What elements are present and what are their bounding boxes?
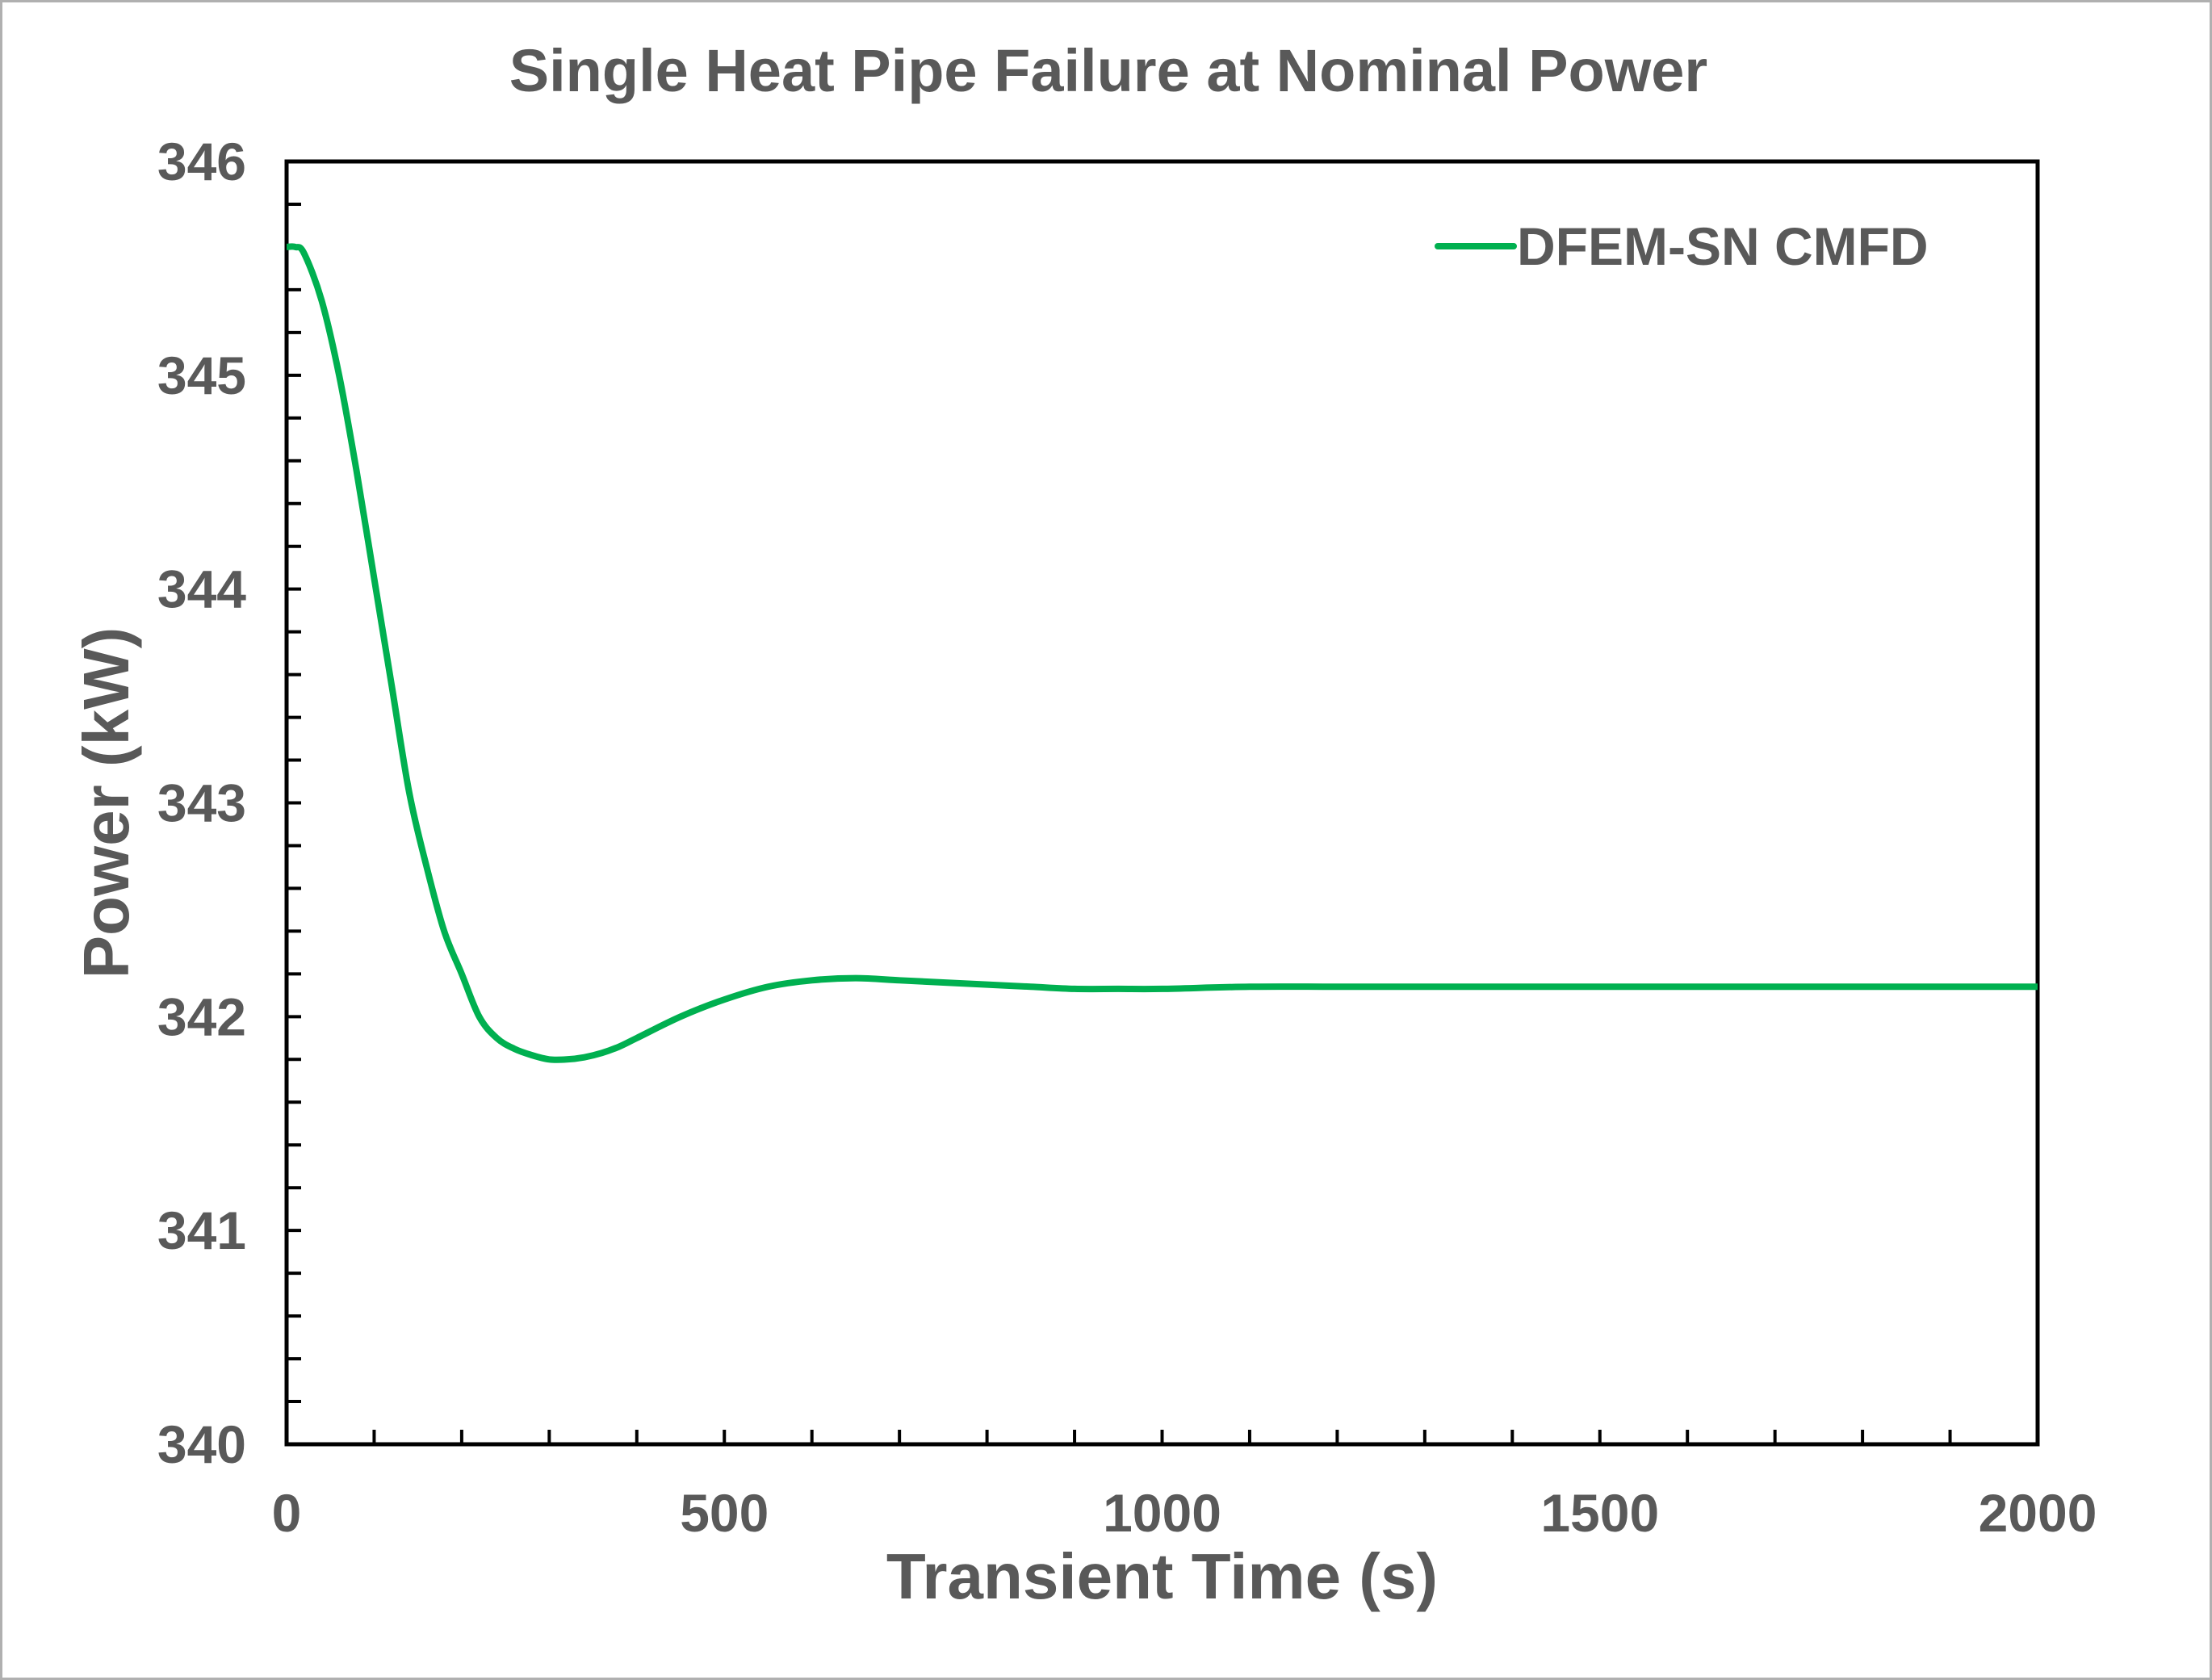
y-tick-label: 340 [157,1414,246,1474]
x-tick-label: 2000 [1979,1483,2097,1543]
legend: DFEM-SN CMFD [1435,216,1929,276]
y-tick-label: 345 [157,346,246,405]
x-tick-label: 1000 [1103,1483,1221,1543]
minor-ticks [287,202,1952,1444]
y-tick-label: 344 [157,559,246,619]
x-axis-tick-labels: 0 500 1000 1500 2000 [272,1483,2097,1543]
plot-frame [284,159,2040,1447]
plot-area [284,159,2040,1447]
y-tick-label: 343 [157,773,246,833]
y-axis-tick-labels: 340 341 342 343 344 345 346 [157,132,246,1474]
x-tick-label: 0 [272,1483,302,1543]
series-lines [286,243,2038,1063]
series-line-dfem-sn-cmfd [286,243,2038,1063]
y-tick-label: 346 [157,132,246,191]
x-axis-title: Transient Time (s) [886,1540,1438,1612]
y-tick-label: 342 [157,987,246,1046]
legend-label: DFEM-SN CMFD [1517,216,1929,276]
y-tick-label: 341 [157,1200,246,1260]
x-tick-label: 500 [680,1483,769,1543]
y-axis-title: Power (kW) [70,627,142,979]
chart-title: Single Heat Pipe Failure at Nominal Powe… [509,37,1707,104]
x-tick-label: 1500 [1540,1483,1659,1543]
